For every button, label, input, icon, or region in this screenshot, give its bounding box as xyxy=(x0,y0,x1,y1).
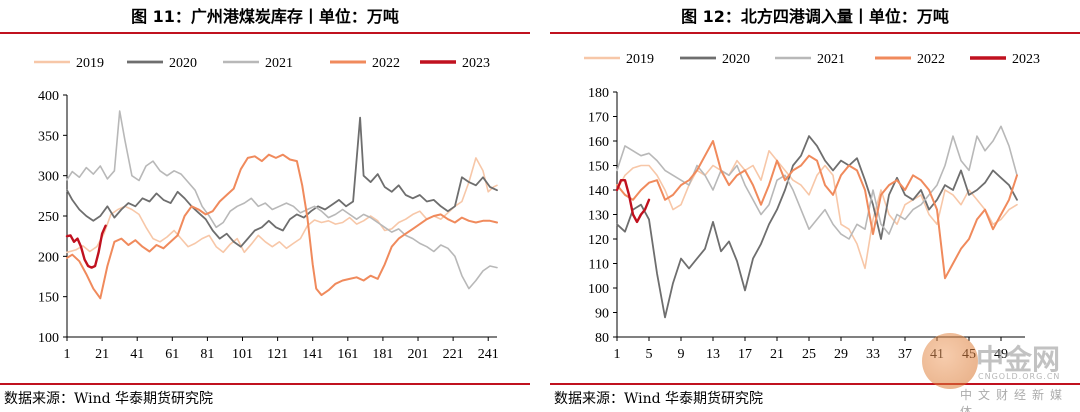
watermark-brand: 中金网 xyxy=(976,343,1061,376)
x-tick-label: 81 xyxy=(200,347,214,362)
x-tick-label: 141 xyxy=(302,347,323,362)
series-line-2021 xyxy=(616,125,1018,240)
x-tick-label: 21 xyxy=(95,347,109,362)
x-tick-label: 25 xyxy=(802,347,816,362)
x-tick-label: 9 xyxy=(678,347,685,362)
x-tick-label: 49 xyxy=(994,347,1008,362)
x-tick-label: 21 xyxy=(770,347,784,362)
legend-label-2021: 2021 xyxy=(265,56,293,71)
y-tick-label: 110 xyxy=(589,258,609,273)
y-tick-label: 200 xyxy=(38,250,59,265)
legend-label-2021: 2021 xyxy=(817,52,845,67)
legend-label-2020: 2020 xyxy=(722,52,750,67)
y-tick-label: 120 xyxy=(588,233,609,248)
x-tick-label: 121 xyxy=(267,347,288,362)
title-divider xyxy=(550,32,1080,34)
x-tick-label: 29 xyxy=(834,347,848,362)
x-tick-label: 201 xyxy=(408,347,429,362)
watermark-logo-icon xyxy=(922,333,978,389)
legend-label-2022: 2022 xyxy=(917,52,945,67)
series-line-2019 xyxy=(616,150,1018,270)
series-line-2023 xyxy=(65,224,107,269)
series-line-2022 xyxy=(616,140,1018,280)
x-tick-label: 161 xyxy=(337,347,358,362)
y-tick-label: 400 xyxy=(38,89,59,104)
chart-title: 图 11：广州港煤炭库存丨单位：万吨 xyxy=(131,7,399,26)
x-tick-label: 13 xyxy=(706,347,720,362)
legend-label-2023: 2023 xyxy=(462,56,490,71)
legend-label-2022: 2022 xyxy=(372,56,400,71)
y-tick-label: 130 xyxy=(588,209,609,224)
x-tick-label: 241 xyxy=(478,347,499,362)
series-line-2022 xyxy=(66,153,498,300)
source-note: 数据来源：Wind 华泰期货研究院 xyxy=(554,391,764,407)
x-tick-label: 33 xyxy=(866,347,880,362)
x-tick-label: 17 xyxy=(738,347,752,362)
x-tick-label: 221 xyxy=(443,347,464,362)
y-tick-label: 180 xyxy=(588,86,609,101)
source-note: 数据来源：Wind 华泰期货研究院 xyxy=(4,391,214,407)
series-line-2020 xyxy=(66,116,498,248)
watermark-subtitle: 中文财经新媒体 xyxy=(960,388,1069,412)
line-chart-north-ports-inflow: 80 90 100 110 120 130 140 150 160 170 180 1 5 9 13 17 21… xyxy=(584,52,1040,362)
series-line-2020 xyxy=(616,135,1018,319)
x-tick-label: 5 xyxy=(646,347,653,362)
y-tick-label: 160 xyxy=(588,135,609,150)
legend-label-2020: 2020 xyxy=(169,56,197,71)
y-tick-label: 170 xyxy=(588,111,609,126)
y-tick-label: 250 xyxy=(38,210,59,225)
source-divider xyxy=(0,383,530,385)
x-tick-label: 1 xyxy=(614,347,621,362)
y-tick-label: 100 xyxy=(38,331,59,346)
y-tick-label: 300 xyxy=(38,170,59,185)
y-tick-label: 80 xyxy=(595,331,609,346)
y-tick-label: 90 xyxy=(595,307,609,322)
x-tick-label: 101 xyxy=(232,347,253,362)
y-tick-label: 150 xyxy=(588,160,609,175)
y-tick-label: 100 xyxy=(588,282,609,297)
x-tick-label: 41 xyxy=(130,347,144,362)
x-tick-label: 37 xyxy=(898,347,912,362)
y-tick-label: 140 xyxy=(588,184,609,199)
title-divider xyxy=(0,32,530,34)
y-tick-label: 350 xyxy=(38,129,59,144)
y-tick-label: 150 xyxy=(38,291,59,306)
legend-label-2023: 2023 xyxy=(1012,52,1040,67)
x-tick-label: 61 xyxy=(165,347,179,362)
watermark-url: CNGOLD.ORG.CN xyxy=(978,372,1061,381)
series-line-2021 xyxy=(66,110,498,290)
chart-panel-left: 图 11：广州港煤炭库存丨单位：万吨 100 150 200 250 300 350 400… xyxy=(0,0,530,412)
legend-label-2019: 2019 xyxy=(626,52,654,67)
chart-panel-right: 图 12：北方四港调入量丨单位：万吨 80 90 100 110 120 130 140 15… xyxy=(550,0,1080,412)
legend-label-2019: 2019 xyxy=(76,56,104,71)
chart-title: 图 12：北方四港调入量丨单位：万吨 xyxy=(681,7,949,26)
series-line-2023 xyxy=(615,179,651,224)
x-tick-label: 1 xyxy=(64,347,71,362)
source-divider xyxy=(550,383,1080,385)
x-tick-label: 181 xyxy=(372,347,393,362)
